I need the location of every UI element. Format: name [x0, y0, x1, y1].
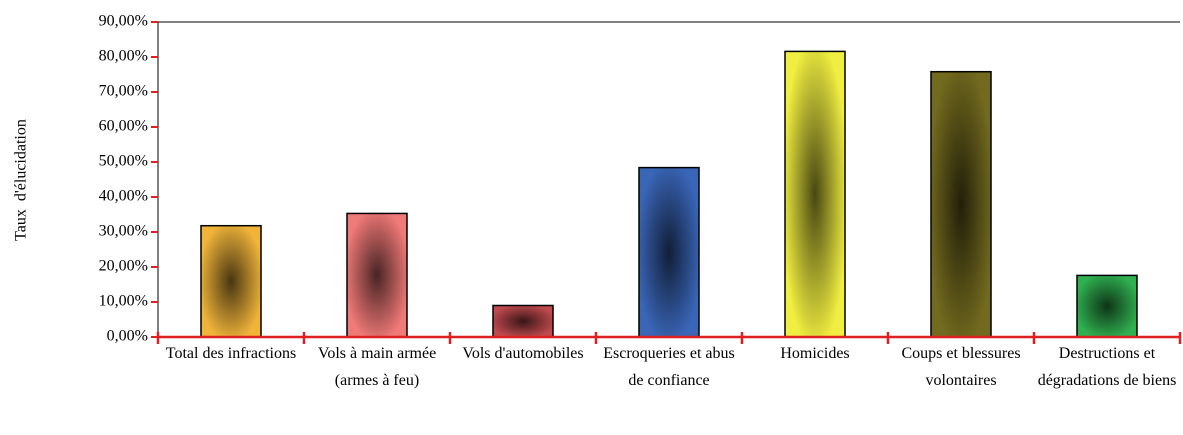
x-tick-label: Homicides [780, 345, 850, 362]
bar [346, 212, 408, 338]
bar [930, 70, 992, 338]
y-tick-label: 0,00% [107, 328, 148, 345]
x-tick-label: Total des infractions [165, 345, 297, 362]
y-tick-label: 50,00% [99, 153, 148, 170]
y-tick-label: 40,00% [99, 188, 148, 205]
bar [492, 304, 554, 338]
x-tick-label: Destructions et dégradations de biens [1037, 345, 1177, 389]
bar [784, 50, 846, 338]
x-tick-label: Escroqueries et abus de confiance [603, 345, 735, 389]
y-axis-title: Taux d'élucidation [13, 119, 30, 241]
y-tick-label: 10,00% [99, 293, 148, 310]
x-tick-label: Vols à main armée (armes à feu) [317, 345, 437, 389]
y-tick-label: 90,00% [99, 13, 148, 30]
x-tick-label: Coups et blessures volontaires [901, 345, 1021, 389]
x-tick-label: Vols d'automobiles [462, 345, 584, 362]
y-tick-label: 30,00% [99, 223, 148, 240]
y-tick-label: 20,00% [99, 258, 148, 275]
y-tick-label: 70,00% [99, 83, 148, 100]
bar [1076, 274, 1138, 338]
y-tick-label: 80,00% [99, 48, 148, 65]
bar [638, 166, 700, 338]
bar [200, 224, 262, 338]
y-tick-label: 60,00% [99, 118, 148, 135]
